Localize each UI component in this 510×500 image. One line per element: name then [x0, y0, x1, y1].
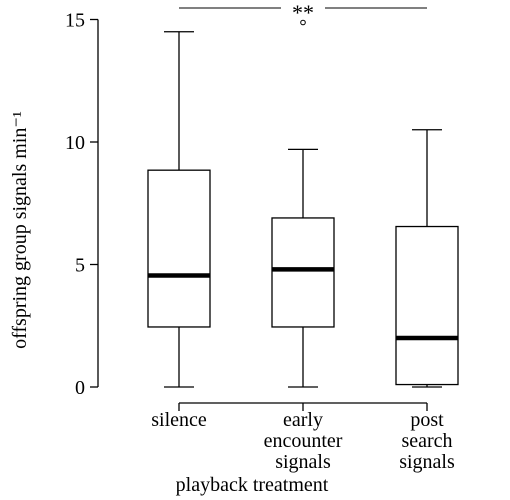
x-tick-label: silence: [151, 409, 207, 431]
outlier-point: [300, 19, 306, 26]
box-iqr: [147, 169, 211, 328]
box-group: [395, 129, 459, 388]
y-tick-label: 15: [65, 10, 85, 32]
box-group: [271, 19, 335, 388]
box-iqr: [395, 225, 459, 386]
x-tick-label: early encounter signals: [264, 409, 343, 473]
x-axis-label: playback treatment: [176, 474, 329, 496]
y-axis-label: offspring group signals min⁻¹: [9, 111, 31, 349]
box-group: [147, 31, 211, 388]
box-iqr: [271, 217, 335, 328]
y-tick-label: 0: [75, 377, 85, 399]
y-tick-label: 10: [65, 132, 85, 154]
y-tick-label: 5: [75, 255, 85, 277]
significance-label: **: [292, 0, 314, 25]
x-tick-label: post search signals: [399, 409, 455, 473]
